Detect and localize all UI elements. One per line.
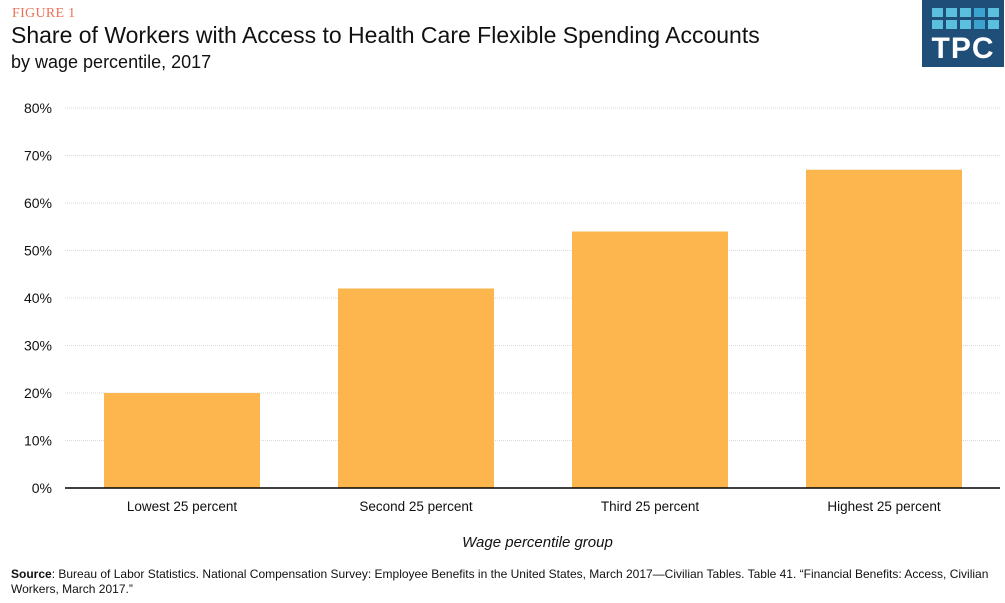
- x-tick-label: Second 25 percent: [359, 499, 473, 514]
- y-tick-label: 0%: [32, 480, 52, 496]
- bar-chart: 0% 10% 20% 30% 40% 50% 60% 70% 80% Lowest 25 per…: [24, 100, 1000, 514]
- x-tick-label: Highest 25 percent: [827, 499, 941, 514]
- x-tick-label: Lowest 25 percent: [127, 499, 238, 514]
- source-text: : Bureau of Labor Statistics. National C…: [11, 567, 989, 596]
- y-tick-label: 10%: [24, 433, 52, 449]
- y-tick-label: 20%: [24, 385, 52, 401]
- bar-3: [572, 231, 728, 488]
- bars: [104, 169, 962, 488]
- x-tick-label: Third 25 percent: [601, 499, 700, 514]
- figure-label: FIGURE 1: [12, 6, 76, 21]
- source-note: Source: Bureau of Labor Statistics. Nati…: [11, 567, 991, 597]
- y-tick-label: 50%: [24, 243, 52, 259]
- chart-subtitle: by wage percentile, 2017: [11, 52, 212, 72]
- y-tick-label: 70%: [24, 148, 52, 164]
- y-tick-label: 60%: [24, 195, 52, 211]
- bar-2: [338, 288, 494, 488]
- logo-tiles-icon: [932, 8, 999, 29]
- y-axis-ticks: 0% 10% 20% 30% 40% 50% 60% 70% 80%: [24, 100, 52, 496]
- tpc-logo: TPC: [922, 0, 1004, 67]
- x-axis-ticks: Lowest 25 percent Second 25 percent Third …: [127, 499, 941, 514]
- x-axis-label: Wage percentile group: [462, 534, 613, 551]
- y-tick-label: 30%: [24, 338, 52, 354]
- chart-title: Share of Workers with Access to Health C…: [11, 22, 760, 48]
- y-tick-label: 40%: [24, 290, 52, 306]
- bar-1: [104, 393, 260, 488]
- source-label: Source: [11, 567, 52, 581]
- logo-text: TPC: [931, 32, 995, 65]
- y-tick-label: 80%: [24, 100, 52, 116]
- bar-4: [806, 169, 962, 488]
